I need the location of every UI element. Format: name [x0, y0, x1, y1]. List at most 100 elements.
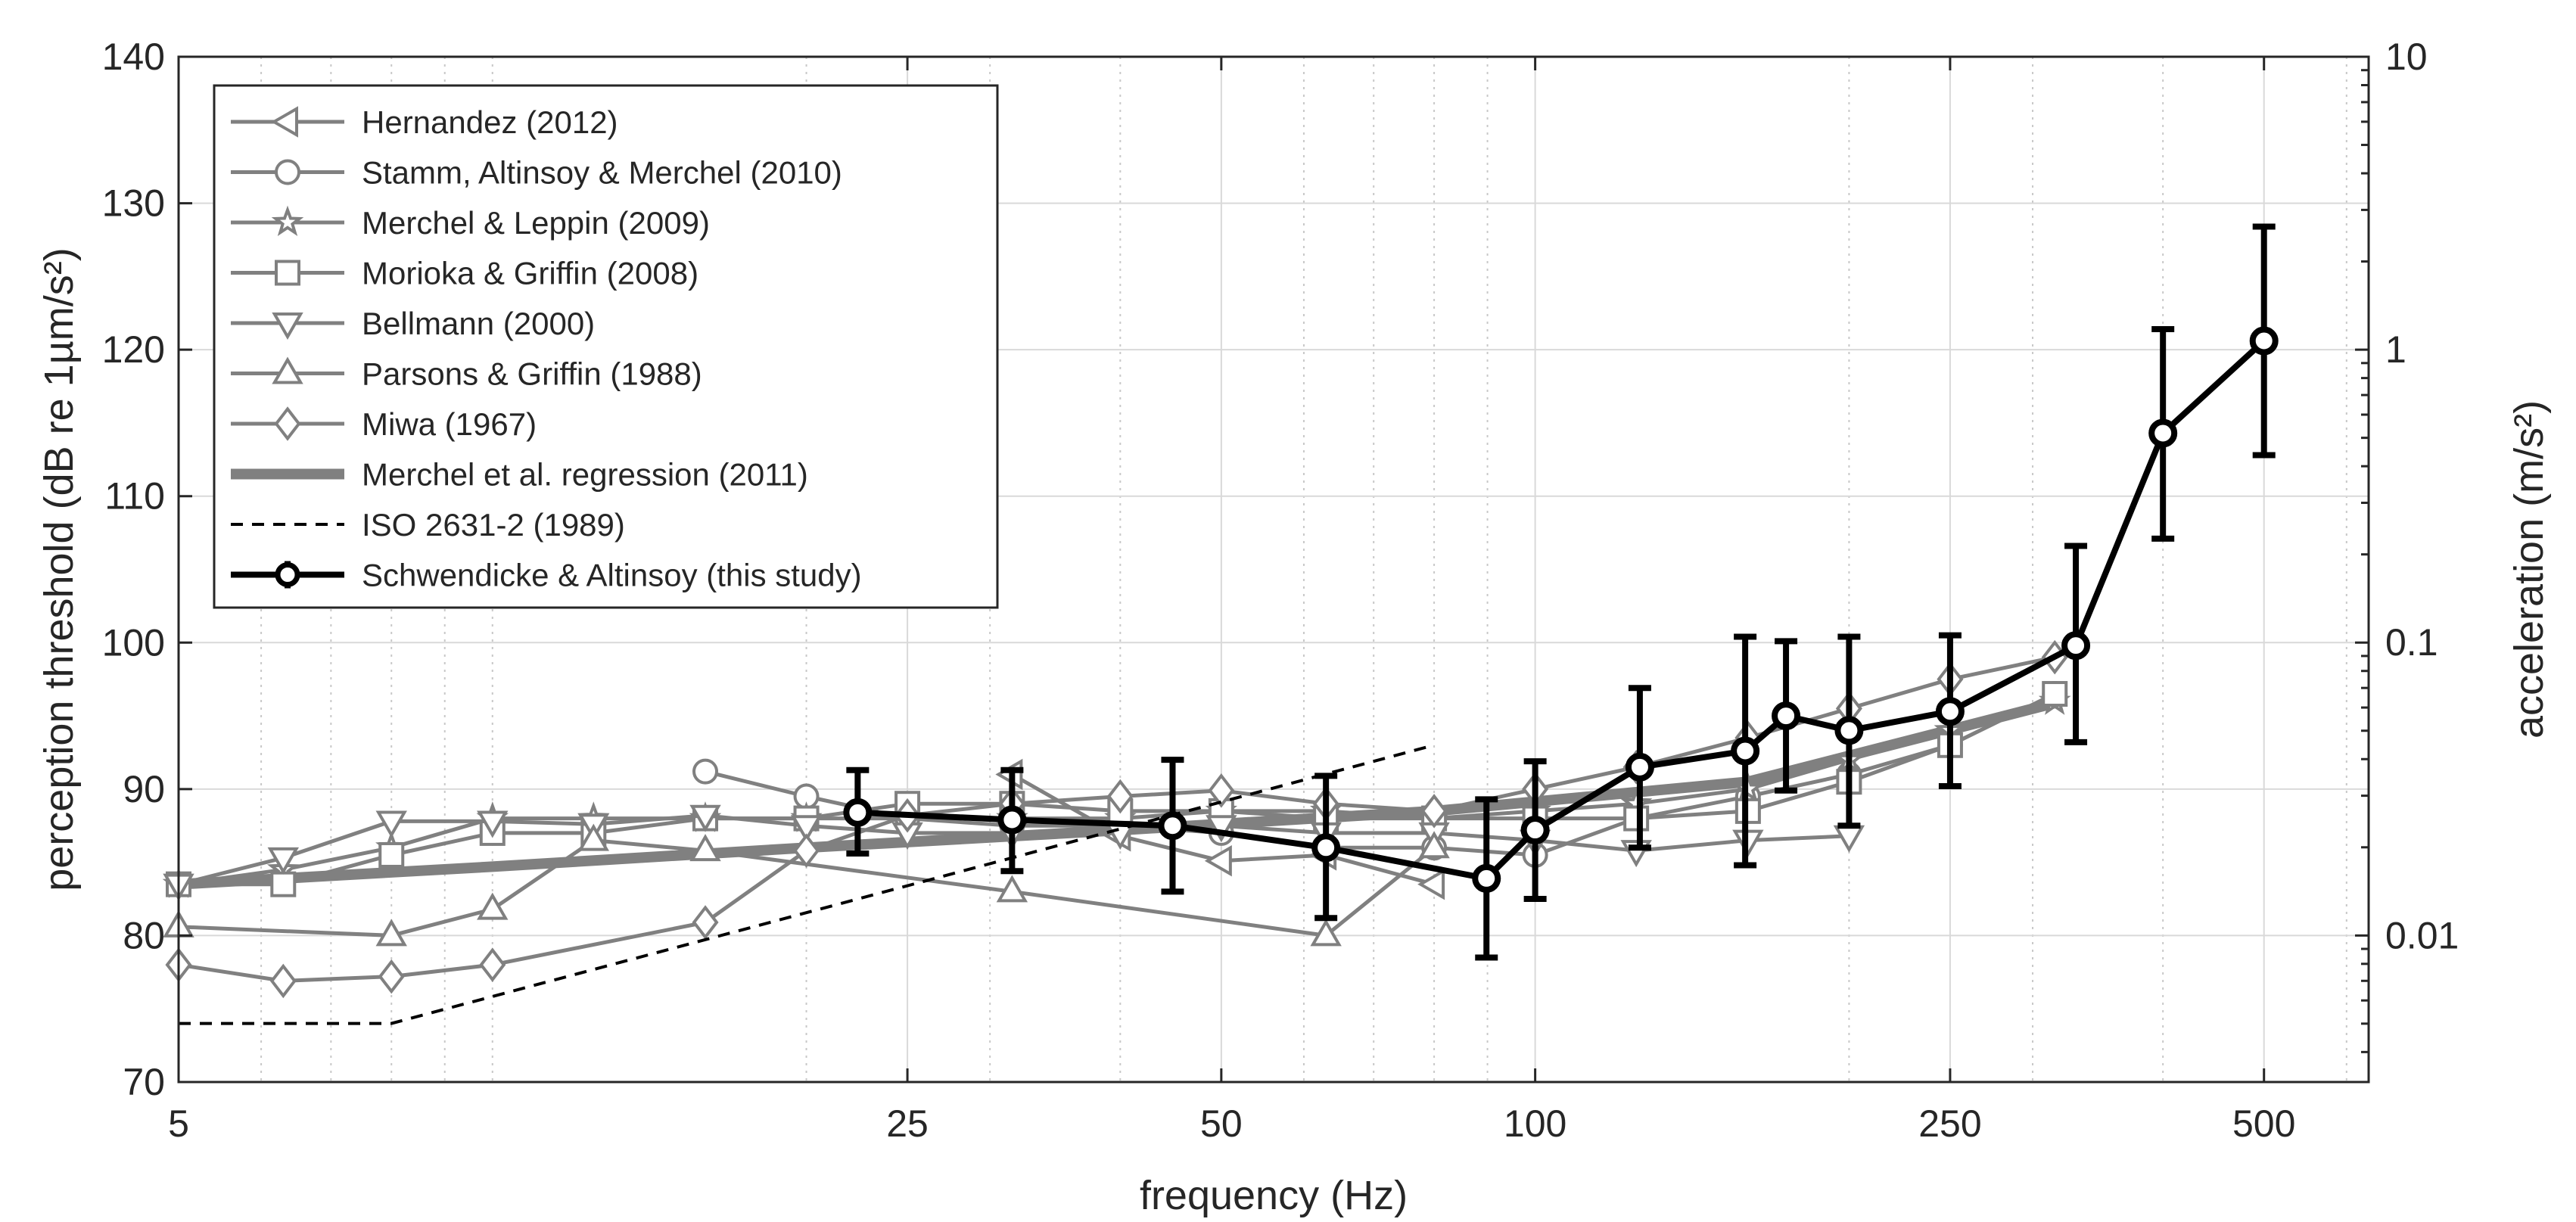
legend-label: ISO 2631-2 (1989)	[362, 507, 625, 543]
x-tick-label: 500	[2232, 1102, 2295, 1145]
legend-entry-1: Stamm, Altinsoy & Merchel (2010)	[231, 155, 842, 191]
legend-label: Merchel et al. regression (2011)	[362, 457, 808, 493]
series-8	[179, 743, 1435, 1025]
legend-entry-9: Schwendicke & Altinsoy (this study)	[231, 558, 862, 593]
legend-entry-4: Bellmann (2000)	[231, 306, 595, 341]
y-tick-label: 100	[102, 621, 165, 664]
data-point	[790, 815, 823, 843]
legend-marker	[275, 260, 300, 286]
legend: Hernandez (2012) Stamm, Altinsoy & Merche…	[213, 84, 999, 609]
data-series	[162, 223, 2279, 1025]
series-line	[178, 838, 1436, 937]
data-point	[1731, 736, 1760, 766]
legend-marker	[272, 312, 303, 340]
x-axis-title: frequency (Hz)	[1140, 1173, 1408, 1218]
data-point	[793, 833, 820, 868]
legend-label: Hernandez (2012)	[362, 104, 618, 140]
legend-marker	[275, 159, 300, 185]
data-point	[1106, 779, 1134, 814]
data-point	[1420, 794, 1448, 829]
x-tick-label: 50	[1200, 1102, 1243, 1145]
x-tick-label: 5	[168, 1102, 189, 1145]
legend-label: Morioka & Griffin (2008)	[362, 256, 698, 291]
data-point	[375, 810, 407, 838]
legend-marker	[274, 406, 301, 441]
data-point	[577, 823, 610, 851]
y-tick-label: 130	[102, 182, 165, 225]
data-point	[843, 798, 873, 827]
series-line	[179, 743, 1435, 1025]
legend-label: Schwendicke & Altinsoy (this study)	[362, 558, 862, 593]
series-line	[857, 338, 2266, 882]
x-tick-label: 25	[886, 1102, 929, 1145]
axes-frame	[177, 55, 2370, 1084]
y2-tick-label: 0.1	[2385, 621, 2438, 664]
data-point	[1311, 833, 1341, 863]
legend-label: Parsons & Griffin (1988)	[362, 356, 702, 392]
data-point	[1204, 845, 1232, 877]
legend-entry-7: Merchel et al. regression (2011)	[231, 457, 808, 493]
legend-label: Merchel & Leppin (2009)	[362, 205, 710, 241]
legend-entry-3: Morioka & Griffin (2008)	[231, 256, 698, 291]
data-point	[1417, 868, 1445, 900]
legend-label: Miwa (1967)	[362, 406, 537, 442]
legend-entry-5: Parsons & Griffin (1988)	[231, 356, 702, 392]
legend-entry-0: Hernandez (2012)	[231, 104, 618, 140]
axes: 5 25 50 100 250 5007080901001101201301400.010…	[102, 36, 2459, 1145]
data-point	[1625, 752, 1654, 782]
y2-axis-title: acceleration (m/s²)	[2506, 400, 2552, 738]
data-point	[689, 834, 721, 862]
legend-entry-6: Miwa (1967)	[231, 406, 537, 442]
data-point	[1520, 816, 1550, 845]
legend-marker	[270, 106, 298, 138]
series-9	[843, 223, 2279, 961]
data-point	[270, 871, 297, 897]
data-point	[1935, 697, 1965, 726]
data-point	[1623, 805, 1650, 832]
data-point	[997, 805, 1027, 835]
x-tick-label: 250	[1918, 1102, 1981, 1145]
x-tick-label: 100	[1504, 1102, 1566, 1145]
legend-label: Stamm, Altinsoy & Merchel (2010)	[362, 155, 842, 191]
data-point	[1418, 831, 1450, 859]
data-point	[2148, 418, 2178, 448]
data-point	[378, 959, 405, 994]
data-point	[1310, 919, 1342, 947]
data-point	[378, 841, 405, 868]
data-point	[2249, 326, 2279, 356]
y2-tick-label: 0.01	[2385, 914, 2459, 956]
y2-tick-label: 10	[2385, 36, 2428, 78]
data-point	[689, 804, 721, 832]
data-point	[692, 758, 719, 785]
y-tick-label: 70	[123, 1061, 165, 1103]
data-point	[375, 919, 407, 947]
data-point	[1158, 811, 1187, 841]
data-point	[1772, 701, 1801, 731]
data-point	[1208, 773, 1235, 808]
legend-marker	[275, 562, 300, 587]
data-point	[1834, 716, 1864, 745]
legend-entry-2: Merchel & Leppin (2009)	[231, 205, 710, 241]
y2-tick-label: 1	[2385, 328, 2406, 371]
data-point	[477, 892, 509, 920]
legend-entry-8: ISO 2631-2 (1989)	[231, 507, 625, 543]
legend-marker	[271, 205, 304, 237]
data-point	[996, 875, 1028, 903]
legend-label: Bellmann (2000)	[362, 306, 595, 341]
y-tick-label: 110	[104, 475, 165, 518]
data-point	[2042, 681, 2068, 707]
data-point	[267, 847, 300, 875]
y-tick-label: 140	[102, 36, 165, 78]
y-tick-label: 120	[102, 328, 165, 371]
data-point	[1206, 815, 1237, 843]
data-point	[1472, 863, 1501, 893]
y-tick-label: 80	[123, 914, 165, 956]
data-point	[2061, 631, 2091, 661]
data-point	[269, 963, 297, 999]
legend-box	[213, 84, 999, 609]
legend-marker	[272, 356, 303, 384]
y-axis-title: perception threshold (dB re 1µm/s²)	[36, 247, 82, 891]
data-point	[477, 810, 509, 838]
data-point	[692, 905, 719, 940]
